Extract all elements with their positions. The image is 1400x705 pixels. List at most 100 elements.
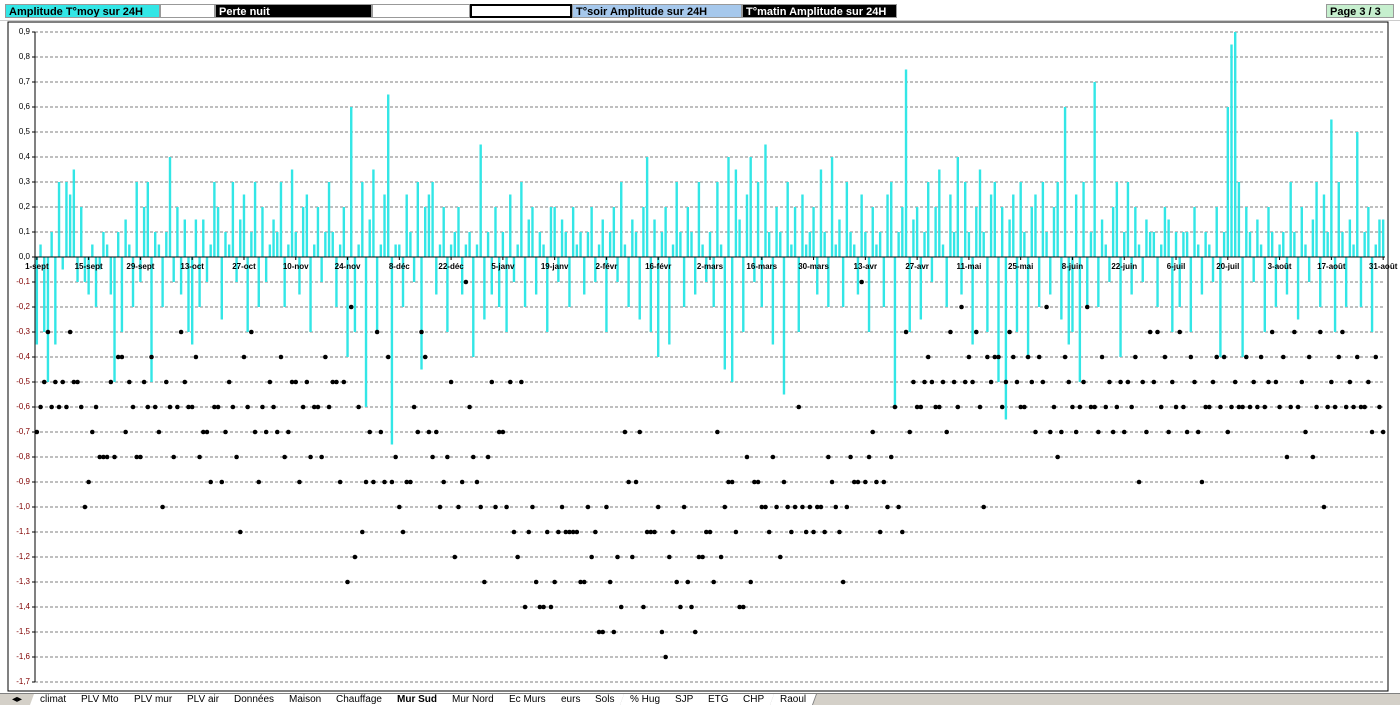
tab-label[interactable]: Ec Murs (508, 694, 546, 705)
point (781, 479, 787, 485)
point (556, 529, 561, 535)
point (1192, 379, 1197, 385)
point (1066, 379, 1072, 385)
sheet-tab[interactable]: % Hug (619, 694, 671, 705)
point (1236, 404, 1242, 410)
point (507, 379, 513, 385)
tab-nav[interactable]: ◂▸ (12, 694, 23, 705)
sheet-tab[interactable]: Maison (279, 694, 333, 705)
point (434, 429, 439, 435)
tab-label[interactable]: PLV Mto (81, 694, 119, 705)
bar (1100, 219, 1104, 257)
point (925, 354, 931, 360)
point (637, 429, 643, 435)
sheet-tab[interactable]: Mur Nord (442, 694, 505, 705)
y-tick-label: -1,7 (16, 677, 30, 686)
bar (749, 157, 752, 257)
bar (705, 257, 708, 282)
bar (827, 257, 830, 307)
bar (83, 257, 87, 282)
point (1377, 404, 1382, 410)
tab-label[interactable]: Sols (595, 694, 615, 705)
point (626, 479, 631, 485)
tab-label[interactable]: SJP (674, 694, 693, 705)
point (1007, 329, 1012, 335)
sheet-tab[interactable]: Données (224, 694, 286, 705)
bar (324, 232, 327, 257)
point (593, 529, 598, 535)
point (271, 404, 276, 410)
bar (927, 182, 930, 257)
bar (960, 257, 963, 295)
point (818, 504, 824, 510)
point (851, 479, 857, 485)
selected-cell[interactable] (470, 4, 572, 18)
bar (853, 244, 856, 257)
point (493, 504, 498, 510)
tab-label[interactable]: Raoul (779, 694, 806, 705)
bar (80, 207, 83, 257)
tab-label[interactable]: Mur Nord (452, 694, 494, 705)
bar (1378, 219, 1381, 257)
sheet-tab[interactable]: PLV Mto (71, 694, 130, 705)
point (1199, 479, 1205, 485)
tab-label[interactable]: climat (40, 694, 67, 705)
tab-label[interactable]: CHP (743, 694, 765, 705)
tab-label[interactable]: PLV mur (133, 694, 172, 705)
bar (1156, 257, 1159, 307)
point (138, 454, 143, 460)
tab-label[interactable]: % Hug (629, 694, 660, 705)
point (1299, 379, 1305, 385)
point (134, 454, 140, 460)
point (770, 454, 776, 460)
tab-label[interactable]: eurs (560, 694, 581, 705)
point (400, 529, 406, 535)
point (53, 379, 58, 385)
tab-label[interactable]: Chauffage (336, 694, 383, 705)
bar (290, 169, 294, 257)
bar (1193, 207, 1196, 257)
sheet-tab[interactable]: Raoul (769, 694, 817, 705)
tab-label[interactable]: PLV air (186, 694, 220, 705)
tab-label[interactable]: ETG (707, 694, 729, 705)
bar (1234, 32, 1237, 257)
point (441, 479, 446, 485)
y-tick-label: -1,6 (16, 652, 30, 661)
bar (1104, 244, 1107, 257)
point (45, 329, 51, 335)
point (263, 429, 269, 435)
tab-label[interactable]: Maison (289, 694, 322, 705)
point (552, 579, 557, 585)
point (970, 379, 975, 385)
sheet-tab[interactable]: climat (30, 694, 78, 705)
point (940, 379, 946, 385)
point (363, 479, 369, 485)
point (519, 379, 524, 385)
bar (305, 194, 309, 257)
bar (1185, 232, 1189, 257)
sheet-tab[interactable]: PLV mur (123, 694, 183, 705)
bar (964, 182, 967, 257)
point (589, 554, 594, 560)
bar (91, 244, 94, 257)
bar (989, 194, 993, 257)
bar (631, 219, 634, 257)
bar (176, 207, 179, 257)
bar (645, 157, 649, 257)
point (1310, 454, 1316, 460)
point (212, 404, 217, 410)
x-tick-label: 25-mai (1008, 262, 1033, 271)
y-tick-label: 0,6 (19, 102, 31, 111)
point (822, 529, 827, 535)
tab-label[interactable]: Mur Sud (397, 694, 438, 705)
sheet-tab[interactable]: Ec Murs (498, 694, 557, 705)
tab-label[interactable]: Données (234, 694, 275, 705)
bar (57, 182, 61, 257)
sheet-tab[interactable]: Mur Sud (387, 694, 449, 705)
sheet-tab[interactable]: Chauffage (326, 694, 394, 705)
bar (131, 257, 135, 307)
point (1062, 354, 1068, 360)
x-tick-label: 15-sept (75, 262, 103, 271)
point (1354, 354, 1360, 360)
sheet-tab[interactable]: PLV air (176, 694, 231, 705)
